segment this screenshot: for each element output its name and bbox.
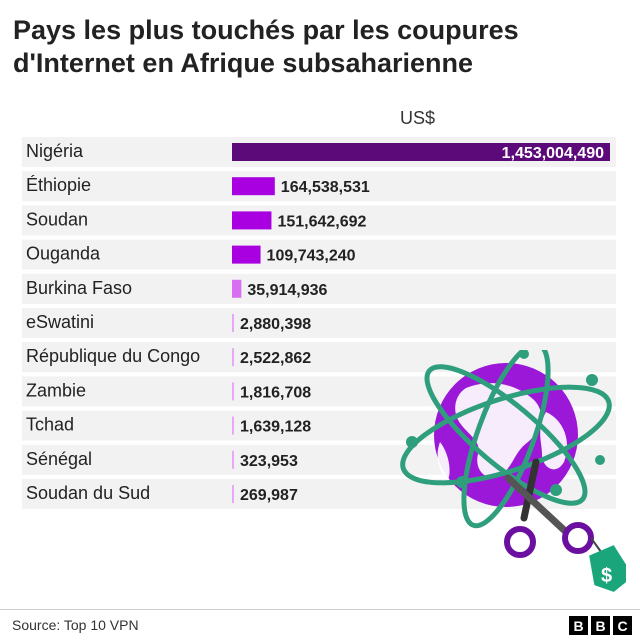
bar <box>232 177 275 196</box>
category-label: eSwatini <box>26 312 94 332</box>
value-label: 109,743,240 <box>267 248 356 265</box>
bar <box>232 143 610 161</box>
row-background <box>22 308 616 338</box>
logo-letter-b2: B <box>591 616 610 635</box>
footer-divider <box>0 609 640 610</box>
category-label: Nigéria <box>26 141 84 161</box>
svg-text:$: $ <box>601 565 612 587</box>
row-background <box>22 171 616 202</box>
bar <box>232 416 234 435</box>
bar <box>232 245 261 264</box>
bar <box>232 211 272 230</box>
category-label: Soudan du Sud <box>26 483 150 503</box>
unit-label: US$ <box>400 108 436 128</box>
bar <box>232 450 234 469</box>
bar <box>232 279 242 298</box>
value-label: 1,453,004,490 <box>502 145 604 162</box>
bar <box>232 485 234 503</box>
row-background <box>22 273 616 304</box>
bbc-logo: B B C <box>569 616 632 635</box>
category-label: Zambie <box>26 380 86 400</box>
value-label: 323,953 <box>240 453 298 470</box>
value-label: 151,642,692 <box>277 213 366 230</box>
category-label: Soudan <box>26 209 88 229</box>
value-label: 1,816,708 <box>240 384 311 401</box>
logo-letter-c: C <box>613 616 632 635</box>
bar <box>232 348 234 367</box>
value-label: 2,522,862 <box>240 350 311 367</box>
category-label: Ouganda <box>26 244 101 264</box>
value-label: 2,880,398 <box>240 316 311 333</box>
globe-scissors-price-tag-icon: $ <box>400 350 626 592</box>
row-background <box>22 205 616 236</box>
value-label: 269,987 <box>240 487 298 504</box>
row-background <box>22 239 616 270</box>
bar <box>232 382 234 401</box>
source-note: Source: Top 10 VPN <box>12 617 139 633</box>
logo-letter-b1: B <box>569 616 588 635</box>
category-label: Burkina Faso <box>26 278 132 298</box>
bar <box>232 314 234 332</box>
category-label: Éthiopie <box>26 175 91 195</box>
category-label: Sénégal <box>26 449 92 469</box>
value-label: 35,914,936 <box>247 282 327 299</box>
chart-title: Pays les plus touchés par les coupures d… <box>13 15 519 78</box>
category-label: Tchad <box>26 415 74 435</box>
category-label: République du Congo <box>26 346 200 366</box>
value-label: 164,538,531 <box>281 179 370 196</box>
value-label: 1,639,128 <box>240 419 311 436</box>
